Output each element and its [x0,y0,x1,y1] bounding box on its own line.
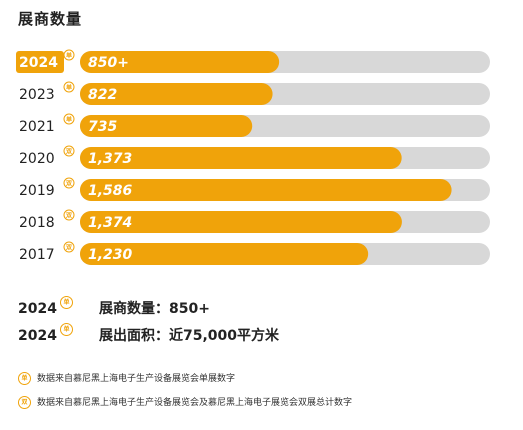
year-label: 2018 [19,215,55,231]
year-label: 2017 [19,247,55,263]
value-label: 822 [88,87,117,103]
note-text: 数据来自慕尼黑上海电子生产设备展览会单展数字 [37,374,236,384]
badge-label: 双 [66,149,72,156]
badge-label: 单 [66,84,72,92]
bar-2021 [80,115,253,137]
single-show-badge-icon: 单 [60,323,73,336]
single-show-badge-icon [63,113,75,125]
note-double-show: 双数据来自慕尼黑上海电子生产设备展览会及慕尼黑上海电子展览会双展总计数字 [18,395,352,409]
summary-text: 展出面积：近75,000平方米 [99,328,280,344]
double-show-badge-icon [63,177,75,189]
summary-exhibitors: 2024 单 展商数量：850+ [18,296,210,318]
badge-label: 单 [66,52,72,60]
bar-2024 [80,51,280,73]
note-single-show: 单数据来自慕尼黑上海电子生产设备展览会单展数字 [18,371,235,385]
double-show-badge-icon [63,209,75,221]
summary-year: 2024 [18,328,57,344]
bar-2019 [80,179,452,201]
value-label: 1,586 [88,183,133,199]
single-show-badge-icon: 单 [18,372,31,385]
value-label: 735 [88,119,117,135]
chart-title: 展商数量 [18,10,83,28]
double-show-badge-icon: 双 [18,396,31,409]
double-show-badge-icon [63,241,75,253]
year-highlight-box [16,51,64,73]
single-show-badge-icon: 单 [60,296,73,309]
value-label: 1,230 [88,247,133,263]
bar-2017 [80,243,369,265]
note-text: 数据来自慕尼黑上海电子生产设备展览会及慕尼黑上海电子展览会双展总计数字 [37,398,353,408]
year-label: 2024 [19,55,58,71]
value-label: 850+ [88,55,129,71]
bar-2020 [80,147,402,169]
value-label: 1,373 [88,151,132,167]
exhibitor-bar-chart: 850+ 2024 单 822 2023 单 735 2021 单 1,373 2020 双 1,586… [16,49,490,265]
year-label: 2020 [19,151,55,167]
badge-label: 双 [66,245,72,252]
year-label: 2019 [19,183,55,199]
year-label: 2023 [19,87,55,103]
bar-2023 [80,83,273,105]
single-show-badge-icon [63,49,75,61]
summary-text: 展商数量：850+ [99,301,210,317]
value-label: 1,374 [88,215,132,231]
double-show-badge-icon [63,145,75,157]
bar-2018 [80,211,402,233]
single-show-badge-icon [63,81,75,93]
summary-area: 2024 单 展出面积：近75,000平方米 [18,323,280,345]
summary-year: 2024 [18,301,57,317]
badge-label: 单 [66,116,72,124]
year-label: 2021 [19,119,55,135]
badge-label: 双 [66,213,72,220]
badge-label: 双 [66,181,72,188]
